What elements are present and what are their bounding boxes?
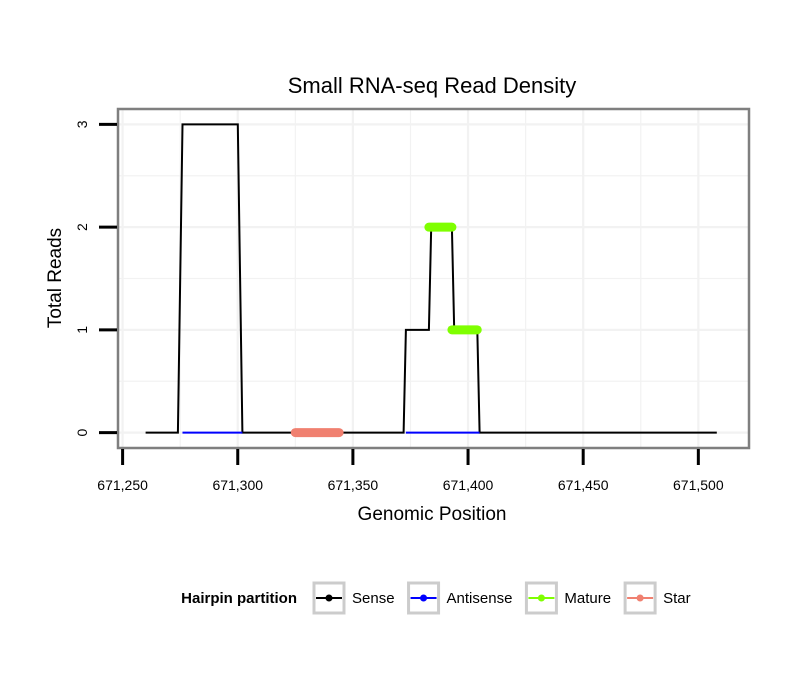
legend: Hairpin partition Sense Antisense Mature St… <box>181 581 691 615</box>
legend-title: Hairpin partition <box>181 590 297 607</box>
x-tick-label: 671,300 <box>212 477 263 493</box>
x-axis-label: Genomic Position <box>358 504 507 525</box>
y-axis: 0 1 2 3 <box>74 120 117 436</box>
y-tick-label: 1 <box>74 326 90 334</box>
legend-item-label: Antisense <box>447 590 513 607</box>
x-tick-label: 671,250 <box>97 477 148 493</box>
legend-item-label: Star <box>663 590 691 607</box>
legend-item-sense: Sense <box>312 581 395 615</box>
legend-key-point <box>537 594 545 602</box>
plot-border <box>116 107 751 450</box>
y-axis-label: Total Reads <box>45 228 66 328</box>
series-layer <box>145 123 717 438</box>
legend-item-star: Star <box>623 581 691 615</box>
legend-item-antisense: Antisense <box>407 581 513 615</box>
legend-key-point <box>636 594 644 602</box>
x-tick-label: 671,350 <box>328 477 379 493</box>
chart-title: Small RNA-seq Read Density <box>288 73 577 98</box>
x-tick-label: 671,400 <box>443 477 494 493</box>
legend-items: Sense Antisense Mature Star <box>312 581 691 615</box>
y-tick-label: 2 <box>74 223 90 231</box>
x-tick-label: 671,500 <box>673 477 724 493</box>
x-tick-label: 671,450 <box>558 477 609 493</box>
legend-item-mature: Mature <box>524 581 611 615</box>
y-tick-label: 3 <box>74 120 90 128</box>
legend-item-label: Sense <box>352 590 395 607</box>
y-tick-label: 0 <box>74 428 90 436</box>
legend-key-point <box>325 594 333 602</box>
legend-item-label: Mature <box>564 590 611 607</box>
x-axis: 671,250 671,300 671,350 671,400 671,450 671,5… <box>97 449 724 493</box>
legend-key-point <box>420 594 428 602</box>
